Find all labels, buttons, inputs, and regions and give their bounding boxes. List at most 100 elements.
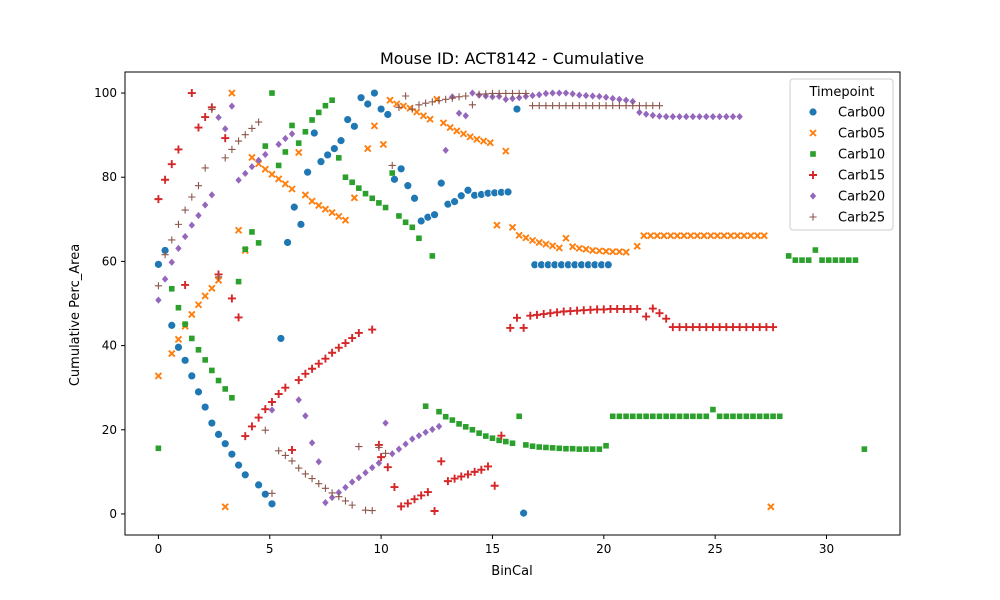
data-point [523, 442, 529, 448]
axis-ticks: 0 5 10 15 20 25 30 0 20 40 60 80 100 [94, 86, 834, 556]
data-point [350, 194, 359, 202]
data-point [845, 257, 852, 263]
data-point [268, 170, 276, 178]
data-point [515, 89, 523, 98]
data-point [228, 102, 236, 110]
data-point [613, 304, 622, 313]
data-point [462, 112, 469, 120]
data-point [526, 311, 535, 320]
data-point [709, 113, 717, 121]
legend-marker [809, 129, 817, 137]
data-point [208, 105, 216, 114]
data-point [368, 325, 377, 334]
data-point [463, 470, 472, 479]
legend-marker [809, 213, 817, 221]
data-point [155, 445, 162, 452]
data-point [443, 477, 452, 486]
legend-marker [809, 171, 817, 179]
data-point [666, 232, 675, 240]
data-point [168, 349, 176, 358]
data-point [609, 248, 617, 256]
data-point [683, 113, 690, 121]
data-point [379, 140, 388, 149]
data-point [395, 445, 403, 453]
data-point [188, 193, 196, 201]
data-point [762, 323, 771, 332]
data-point [582, 102, 590, 110]
data-point [508, 223, 517, 231]
data-point [167, 160, 176, 169]
data-point [569, 102, 577, 110]
legend-marker [808, 107, 818, 117]
data-point [568, 243, 577, 251]
legend-label: Carb20 [838, 190, 885, 205]
data-point [776, 413, 783, 420]
data-point [364, 144, 372, 153]
data-point [255, 118, 263, 126]
data-point [575, 102, 583, 110]
data-point [376, 104, 386, 114]
data-point [329, 97, 335, 104]
data-point [556, 89, 563, 97]
data-point [416, 235, 422, 242]
data-point [575, 244, 583, 253]
data-point [529, 91, 536, 100]
data-point [174, 145, 183, 154]
data-point [549, 445, 556, 451]
data-point [805, 257, 812, 263]
data-point [356, 93, 366, 103]
data-point [396, 213, 402, 219]
data-point [442, 146, 449, 154]
data-point [417, 491, 426, 500]
data-point [760, 232, 768, 240]
data-point [343, 115, 353, 124]
data-point [767, 503, 775, 511]
data-point [181, 206, 189, 214]
data-point [740, 232, 748, 240]
data-point [381, 449, 390, 457]
x-tick-label: 30 [819, 542, 834, 556]
legend-label: Carb15 [838, 169, 885, 184]
data-point [727, 232, 735, 240]
data-point [648, 304, 657, 313]
data-point [646, 232, 655, 240]
data-point [497, 431, 506, 440]
data-point [235, 278, 242, 285]
data-point [733, 232, 742, 240]
data-point [503, 187, 513, 197]
data-point [522, 89, 530, 98]
data-point [235, 176, 242, 184]
data-point [275, 140, 282, 148]
data-point [429, 425, 436, 433]
data-point [595, 247, 604, 255]
data-point [563, 445, 569, 452]
data-point [295, 396, 302, 404]
data-point [295, 148, 303, 157]
data-point [755, 323, 764, 332]
data-point [167, 320, 177, 330]
data-point [528, 102, 537, 110]
data-point [819, 257, 825, 263]
data-point [832, 257, 839, 263]
data-point [349, 179, 355, 186]
data-point [642, 312, 651, 321]
data-point [785, 253, 792, 259]
data-point [562, 102, 570, 110]
series-carb25 [154, 89, 664, 515]
data-point [194, 387, 203, 397]
data-point [228, 145, 236, 154]
data-point [247, 422, 256, 431]
data-point [275, 162, 282, 169]
data-point [227, 449, 237, 459]
data-point [723, 413, 730, 420]
data-point [582, 245, 590, 253]
data-point [528, 236, 537, 245]
data-point [502, 89, 510, 98]
data-point [749, 323, 758, 332]
data-point [722, 323, 731, 332]
data-point [368, 464, 376, 472]
data-point [616, 95, 623, 103]
data-point [194, 123, 203, 132]
data-point [695, 323, 704, 332]
data-point [248, 153, 256, 162]
